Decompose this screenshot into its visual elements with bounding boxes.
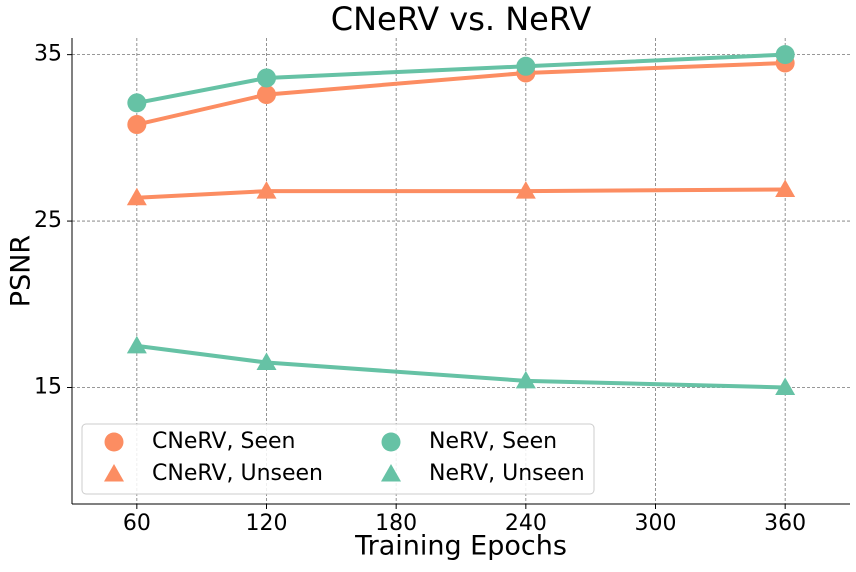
marker — [775, 45, 795, 65]
marker — [104, 432, 124, 452]
y-tick-label: 15 — [34, 375, 62, 400]
marker — [127, 115, 147, 135]
marker — [257, 85, 276, 105]
y-tick-label: 35 — [34, 42, 62, 67]
marker — [515, 181, 536, 199]
series-line — [136, 60, 786, 127]
y-axis-label: PSNR — [6, 235, 37, 307]
marker — [126, 335, 147, 354]
marker — [775, 179, 796, 197]
marker — [257, 68, 276, 88]
marker — [104, 464, 124, 482]
marker — [381, 432, 401, 452]
marker — [126, 187, 147, 206]
marker — [515, 370, 536, 389]
legend-label: NeRV, Unseen — [429, 461, 585, 486]
x-tick-label: 360 — [764, 511, 806, 536]
marker — [256, 181, 277, 199]
x-tick-label: 180 — [375, 511, 417, 536]
y-tick-label: 25 — [34, 208, 62, 233]
marker — [516, 56, 536, 76]
marker — [381, 464, 401, 482]
legend-label: CNeRV, Seen — [152, 429, 295, 454]
x-tick-label: 300 — [635, 511, 677, 536]
marker — [256, 352, 277, 371]
legend-label: NeRV, Seen — [429, 429, 557, 454]
series-line — [136, 187, 786, 200]
series-line — [136, 52, 786, 105]
marker — [127, 93, 147, 113]
chart-title: CNeRV vs. NeRV — [331, 0, 592, 38]
series-line — [136, 343, 786, 390]
x-tick-label: 120 — [246, 511, 288, 536]
legend-box — [81, 423, 595, 495]
x-axis-label: Training Epochs — [354, 531, 567, 562]
marker — [775, 377, 796, 395]
legend-label: CNeRV, Unseen — [152, 461, 323, 486]
x-tick-label: 240 — [505, 511, 547, 536]
x-tick-label: 60 — [123, 511, 151, 536]
